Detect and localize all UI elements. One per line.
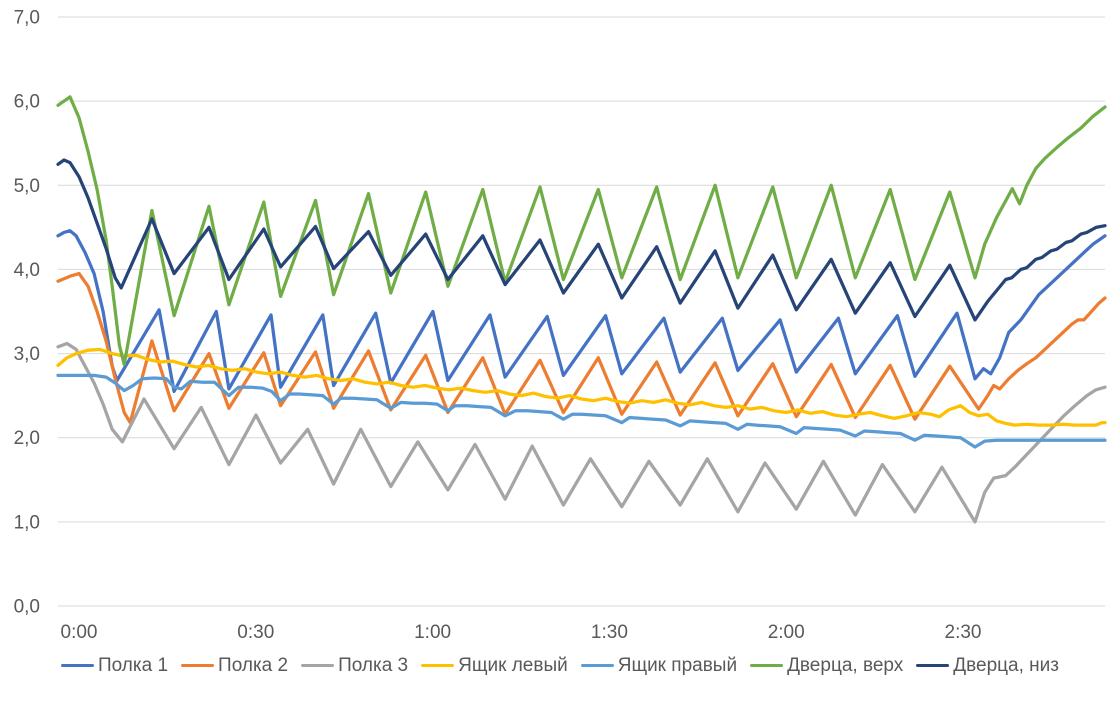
y-axis-label-5: 5,0 [14,176,40,197]
legend-item-ящик-левый: Ящик левый [421,656,568,675]
legend-label: Полка 2 [218,655,289,676]
y-axis-label-6: 6,0 [14,92,40,113]
legend-item-полка-1: Полка 1 [61,656,168,675]
x-axis-label-0: 0:00 [61,622,98,643]
legend-line-swatch [61,663,94,668]
legend-line-swatch [916,663,950,668]
series-line-ящик-правый [56,373,1107,449]
x-axis-label-5: 2:30 [945,622,982,643]
series-line-полка-1 [56,229,1107,394]
legend-line-swatch [421,663,455,668]
x-axis-label-1: 0:30 [237,622,274,643]
x-axis-label-3: 1:30 [591,622,628,643]
series-line-ящик-левый [56,347,1107,427]
y-axis-label-3: 3,0 [14,344,40,365]
series-line-дверца-низ [56,158,1107,322]
legend-item-полка-2: Полка 2 [181,656,288,675]
series-line-полка-3 [56,341,1107,524]
y-axis-label-0: 0,0 [14,597,40,618]
legend-label: Ящик правый [617,655,738,676]
legend-item-полка-3: Полка 3 [301,656,408,675]
legend-line-swatch [301,663,335,668]
y-axis-label-2: 2,0 [14,428,40,449]
legend-item-ящик-правый: Ящик правый [580,655,738,676]
y-axis-label-7: 7,0 [14,8,40,29]
series-line-полка-2 [56,271,1107,425]
x-axis-label-4: 2:00 [768,622,805,643]
legend-label: Дверца, низ [953,655,1059,676]
legend-label: Полка 1 [98,655,169,676]
legend-label: Дверца, верх [787,655,904,676]
plot-area: 0,0 1,0 2,0 3,0 4,0 5,0 6,0 7,0 0:00 0:30 1:00 1:30… [14,8,1107,643]
x-axis-label-2: 1:00 [414,622,451,643]
y-axis-label-4: 4,0 [14,260,40,281]
legend-line-swatch [181,663,215,668]
legend-item-дверца-низ: Дверца, низ [916,656,1059,675]
legend-line-swatch [750,663,784,668]
legend-line-swatch [580,663,614,668]
legend-item-дверца-верх: Дверца, верх [750,656,903,675]
chart-legend: Полка 1 Полка 2 Полка 3 Ящик левый Ящик прав… [0,656,1120,675]
y-axis-label-1: 1,0 [14,512,40,533]
series-line-дверца-верх [56,95,1107,367]
legend-label: Ящик левый [458,655,568,676]
legend-label: Полка 3 [338,655,409,676]
